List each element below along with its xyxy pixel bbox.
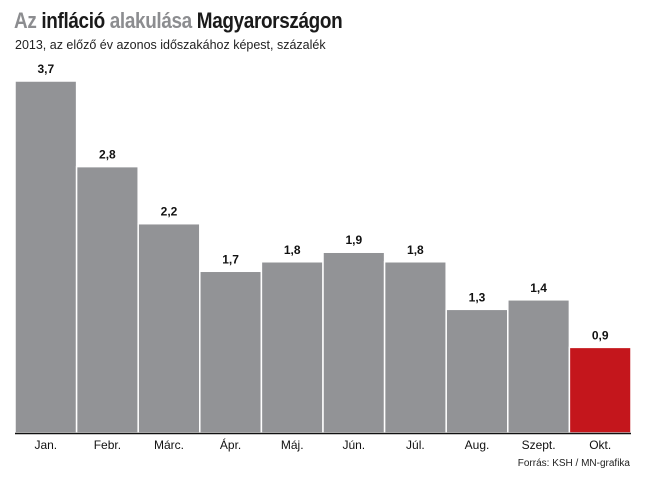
data-label: 1,3: [469, 290, 486, 304]
category-label: Máj.: [281, 438, 304, 452]
category-label: Jan.: [34, 438, 57, 452]
title-word-1: Az: [14, 8, 37, 33]
category-label: Okt.: [589, 438, 611, 452]
title-word-4: Magyarországon: [196, 8, 343, 33]
bar: [507, 299, 571, 434]
bar: [445, 308, 509, 434]
category-label: Febr.: [94, 438, 121, 452]
category-label: Aug.: [465, 438, 490, 452]
data-label: 2,2: [161, 205, 178, 219]
source-note: Forrás: KSH / MN-grafika: [517, 458, 630, 469]
data-label: 2,8: [99, 148, 116, 162]
bar: [322, 251, 386, 434]
bar: [199, 270, 263, 434]
category-label: Jún.: [342, 438, 365, 452]
category-label: Ápr.: [220, 437, 241, 452]
data-label: 1,9: [345, 233, 362, 247]
bar: [383, 261, 447, 434]
data-label: 1,7: [222, 252, 239, 266]
data-label: 1,8: [284, 243, 301, 257]
title-word-3: alakulása: [109, 8, 192, 33]
bar: [568, 346, 632, 434]
data-label: 3,7: [37, 62, 54, 76]
chart-title: Az infláció alakulása Magyarországon: [14, 8, 343, 34]
title-word-2: infláció: [41, 8, 105, 33]
category-label: Szept.: [522, 438, 556, 452]
data-label: 1,8: [407, 243, 424, 257]
category-label: Júl.: [406, 438, 425, 452]
category-label: Márc.: [154, 438, 184, 452]
bar: [14, 80, 78, 434]
data-label: 1,4: [530, 281, 547, 295]
data-label: 0,9: [592, 328, 609, 342]
bar: [75, 165, 139, 434]
bar: [137, 222, 201, 434]
bar: [260, 261, 324, 434]
chart-subtitle: 2013, az előző év azonos időszakához kép…: [15, 38, 326, 52]
